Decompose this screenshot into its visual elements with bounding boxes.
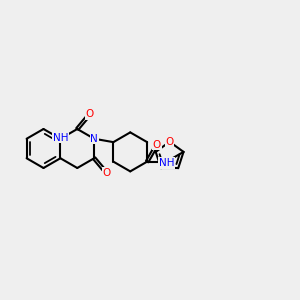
Text: O: O: [153, 140, 161, 150]
Text: N: N: [90, 134, 98, 144]
Text: NH: NH: [159, 158, 174, 168]
Text: O: O: [86, 109, 94, 119]
Text: O: O: [103, 168, 111, 178]
Text: NH: NH: [52, 133, 68, 142]
Text: O: O: [166, 137, 174, 147]
